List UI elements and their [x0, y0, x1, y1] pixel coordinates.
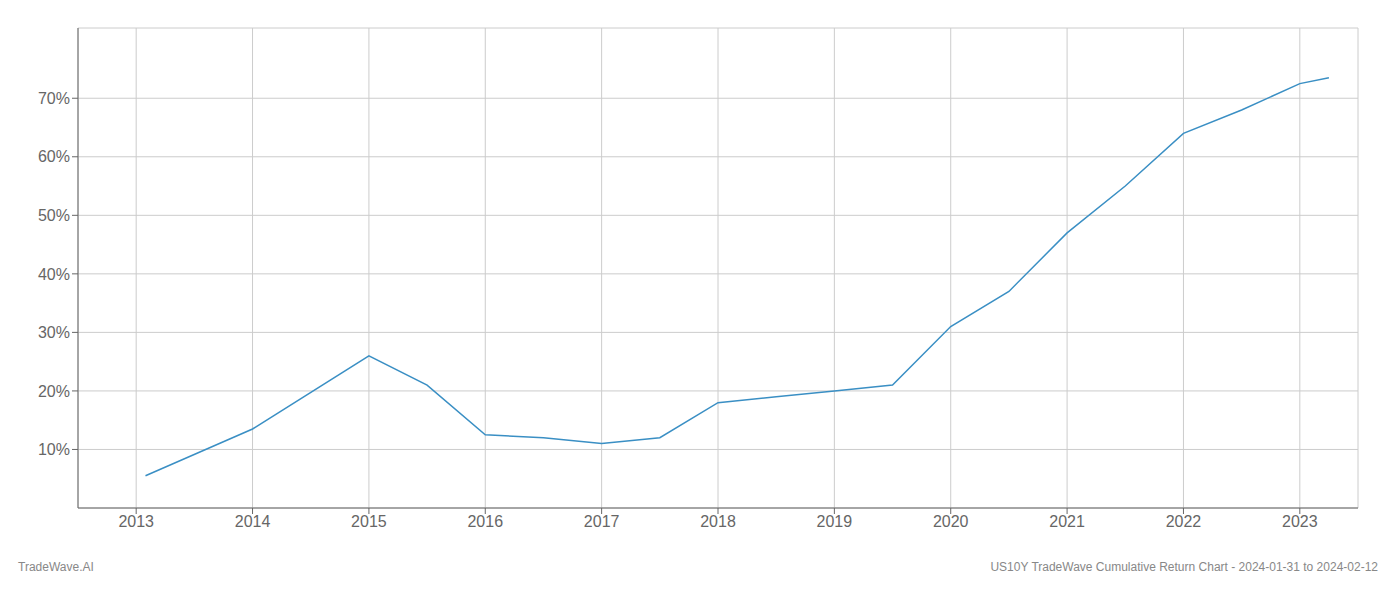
svg-text:2015: 2015: [351, 513, 387, 530]
svg-text:2019: 2019: [817, 513, 853, 530]
svg-text:2014: 2014: [235, 513, 271, 530]
svg-text:2017: 2017: [584, 513, 620, 530]
svg-text:30%: 30%: [38, 324, 70, 341]
svg-text:2013: 2013: [118, 513, 154, 530]
svg-text:2016: 2016: [467, 513, 503, 530]
svg-text:40%: 40%: [38, 266, 70, 283]
svg-text:10%: 10%: [38, 441, 70, 458]
svg-text:50%: 50%: [38, 207, 70, 224]
svg-text:2023: 2023: [1282, 513, 1318, 530]
svg-text:2022: 2022: [1166, 513, 1202, 530]
html-text:TradeWave.AI: TradeWave.AI: [18, 560, 94, 574]
svg-text:20%: 20%: [38, 383, 70, 400]
html-text:US10Y TradeWave Cumulative Ret: US10Y TradeWave Cumulative Return Chart …: [990, 560, 1378, 574]
svg-text:2018: 2018: [700, 513, 736, 530]
svg-text:70%: 70%: [38, 90, 70, 107]
svg-text:60%: 60%: [38, 148, 70, 165]
svg-text:2020: 2020: [933, 513, 969, 530]
svg-text:2021: 2021: [1049, 513, 1085, 530]
